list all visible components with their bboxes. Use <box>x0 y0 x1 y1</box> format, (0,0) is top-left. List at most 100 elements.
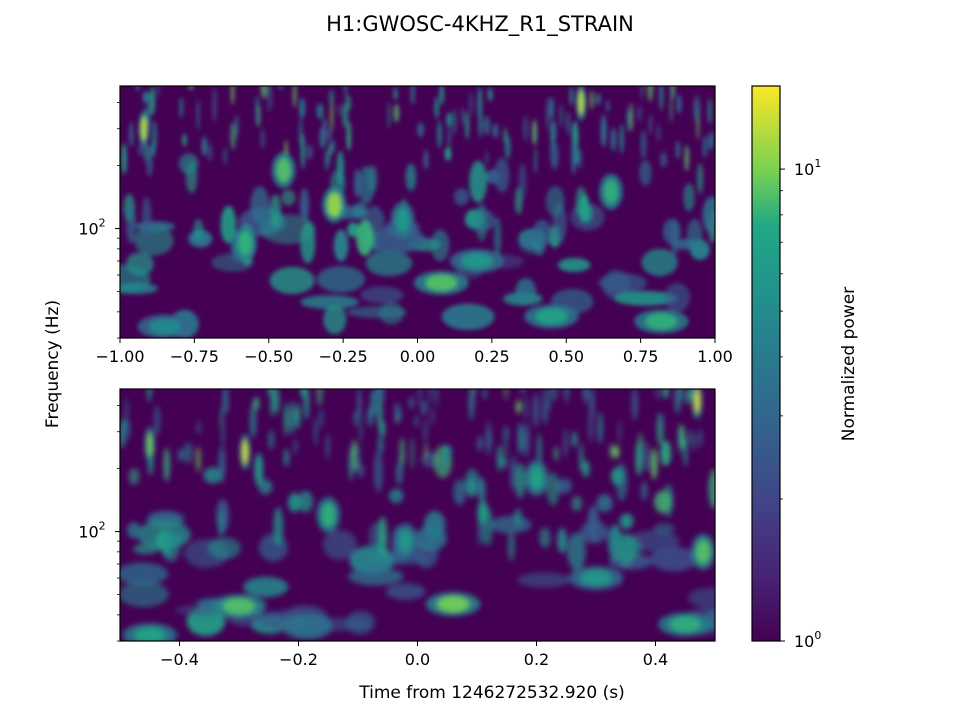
heat-spike <box>649 113 653 135</box>
heat-hotspot <box>148 318 181 335</box>
heat-blob <box>269 194 282 229</box>
top-y-ticks: 102 <box>78 102 120 339</box>
heat-hotspot <box>696 539 711 564</box>
heat-spike <box>579 443 583 472</box>
heat-spike <box>610 127 617 152</box>
heat-hotspot <box>580 570 612 586</box>
bottom-panel: −0.4 −0.2 0.0 0.2 0.4 102 <box>78 388 716 669</box>
x-tick-label: 0.50 <box>548 347 584 366</box>
heat-blob <box>288 492 301 513</box>
heat-blob <box>518 163 527 200</box>
heat-blob <box>127 522 141 539</box>
heat-spike <box>420 400 428 416</box>
heat-spike <box>488 87 493 102</box>
heat-spike <box>294 438 297 455</box>
heat-hotspot <box>321 503 336 527</box>
bottom-spectrogram <box>120 389 715 641</box>
heat-blob <box>615 462 628 501</box>
heat-spike <box>642 441 650 473</box>
heat-blob <box>683 183 695 212</box>
heat-spike <box>249 403 257 439</box>
heat-spike <box>656 123 661 142</box>
heat-blob <box>515 278 537 304</box>
heat-blob <box>365 250 413 277</box>
heat-spike <box>423 418 428 443</box>
heat-blob <box>567 532 586 571</box>
heat-blob <box>539 527 551 548</box>
heat-spike <box>230 122 236 150</box>
heat-spike <box>631 389 638 421</box>
heat-spike <box>669 94 673 123</box>
heat-spike <box>283 402 290 437</box>
heat-spike <box>273 389 280 414</box>
y-axis-label: Frequency (Hz) <box>43 300 63 428</box>
heat-spike <box>447 123 451 151</box>
heat-spike <box>578 147 582 171</box>
heat-spike <box>289 401 296 435</box>
heat-spike <box>520 389 526 396</box>
top-panel: −1.00 −0.75 −0.50 −0.25 0.00 0.25 0.50 0.75 1.00… <box>78 85 733 366</box>
heat-spike <box>260 128 266 149</box>
heat-spike <box>163 447 170 482</box>
heat-blob <box>193 219 204 240</box>
heat-hotspot <box>437 596 470 613</box>
heat-spike <box>663 389 669 399</box>
x-tick-label: −0.25 <box>319 347 368 366</box>
heat-blob <box>258 533 288 562</box>
colorbar-tick-label: 100 <box>794 629 821 651</box>
heat-hotspot <box>395 207 410 232</box>
heat-spike <box>430 407 435 426</box>
heat-blob <box>120 264 151 294</box>
heat-spike <box>182 133 187 148</box>
heat-spike <box>659 86 664 112</box>
y-tick-label: 102 <box>78 217 105 239</box>
heat-blob <box>671 218 679 257</box>
heat-spike <box>409 395 414 410</box>
heat-spike <box>678 426 681 458</box>
heat-spike <box>442 443 449 471</box>
heat-spike <box>325 148 328 172</box>
heat-spike <box>613 445 620 459</box>
heat-blob <box>494 217 502 258</box>
heat-spike <box>387 101 391 129</box>
heat-blob <box>477 500 489 525</box>
heat-spike <box>353 410 358 427</box>
heat-spike <box>327 129 331 142</box>
x-tick-label: −1.00 <box>95 347 144 366</box>
heat-spike <box>231 86 235 105</box>
heat-spike <box>620 123 624 154</box>
heat-hotspot <box>398 529 413 554</box>
heat-spike <box>532 392 540 428</box>
heat-spike <box>435 95 439 120</box>
heat-spike <box>196 99 200 130</box>
heat-spike <box>589 90 594 110</box>
heat-blob <box>687 587 715 609</box>
heat-spike <box>492 123 499 139</box>
heat-blob <box>299 188 310 222</box>
heat-blob <box>532 219 552 247</box>
heat-blob <box>183 442 193 464</box>
heat-blob <box>372 235 380 253</box>
heat-spike <box>138 143 144 156</box>
heat-spike <box>600 114 607 148</box>
heat-spike <box>326 433 330 460</box>
heat-blob <box>300 221 316 264</box>
heat-spike <box>379 419 385 438</box>
heat-spike <box>222 389 229 415</box>
bottom-x-ticks: −0.4 −0.2 0.0 0.2 0.4 <box>160 641 668 669</box>
heat-blob <box>587 505 599 542</box>
heat-blob <box>414 526 448 552</box>
heat-spike <box>331 139 335 153</box>
heat-blob <box>639 160 652 186</box>
heat-blob <box>571 495 583 512</box>
heat-blob <box>128 468 140 485</box>
heat-spike <box>687 429 691 445</box>
y-tick-label: 102 <box>78 520 105 542</box>
heat-spike <box>702 135 708 159</box>
heat-spike <box>129 121 134 147</box>
heat-blob <box>120 581 169 608</box>
heat-spike <box>610 443 614 459</box>
heat-blob <box>217 512 225 537</box>
heat-spike <box>178 448 184 462</box>
heat-blob <box>454 188 469 206</box>
